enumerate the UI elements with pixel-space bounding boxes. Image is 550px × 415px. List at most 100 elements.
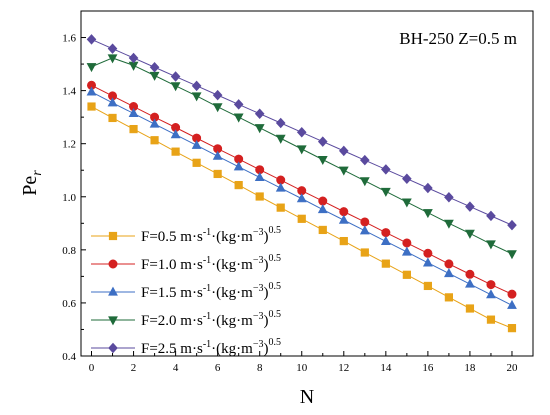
legend-label-3: F=2.0 m·s-1·(kg·m−3)0.5	[141, 309, 281, 329]
series-4-point-1	[107, 43, 118, 54]
series-0-point-12	[339, 236, 348, 246]
series-4-point-2	[128, 52, 139, 64]
series-2-point-14	[380, 235, 391, 245]
series-3-point-15	[401, 198, 412, 208]
x-tick-label-7: 14	[380, 362, 392, 374]
x-tick-label-1: 2	[131, 362, 137, 374]
y-tick-label-3: 1.0	[62, 192, 76, 204]
x-tick-label-8: 16	[422, 362, 434, 374]
series-2-point-16	[422, 257, 433, 267]
legend-label-2: F=1.5 m·s-1·(kg·m−3)0.5	[141, 281, 281, 301]
series-4-point-11	[317, 136, 328, 147]
series-4-point-18	[465, 201, 475, 212]
series-0-point-20	[507, 324, 517, 333]
series-3-point-20	[507, 250, 517, 260]
legend-item-0: F=0.5 m·s-1·(kg·m−3)0.5	[91, 225, 281, 245]
series-3-point-9	[275, 134, 286, 144]
series-0-point-6	[213, 169, 222, 179]
x-axis-title: N	[300, 386, 314, 408]
series-3-point-13	[359, 177, 370, 187]
series-0-point-3	[150, 136, 159, 145]
series-3-point-5	[191, 92, 202, 102]
series-1-point-11	[318, 196, 328, 206]
series-1-point-13	[360, 217, 370, 227]
y-tick-label-4: 1.2	[62, 139, 76, 151]
series-0-point-17	[444, 293, 454, 302]
legend-marker-1	[108, 259, 118, 269]
y-tick-label-6: 1.6	[62, 33, 76, 45]
x-tick-label-9: 18	[464, 362, 476, 374]
series-4-point-7	[233, 99, 244, 110]
series-4-point-3	[149, 62, 160, 73]
series-2-point-15	[401, 246, 412, 256]
series-4-point-17	[444, 192, 454, 203]
series-2-point-7	[233, 161, 244, 171]
series-3-point-11	[317, 156, 328, 166]
series-3-point-4	[170, 82, 181, 92]
series-0-point-9	[276, 203, 285, 212]
series-0-point-1	[108, 113, 117, 123]
legend-item-2: F=1.5 m·s-1·(kg·m−3)0.5	[91, 281, 281, 301]
series-2-point-5	[191, 139, 202, 149]
legend-label-4: F=2.5 m·s-1·(kg·m−3)0.5	[141, 337, 281, 357]
series-3-point-16	[422, 209, 433, 219]
series-2-point-0	[86, 86, 97, 96]
series-0-point-2	[129, 124, 138, 134]
series-3-point-0	[86, 63, 97, 73]
series-3	[86, 54, 517, 260]
series-3-point-19	[486, 240, 496, 250]
series-2-point-4	[170, 129, 181, 139]
series-1-point-20	[507, 289, 517, 299]
x-tick-label-0: 0	[89, 362, 95, 374]
legend-item-3: F=2.0 m·s-1·(kg·m−3)0.5	[91, 309, 281, 329]
series-4-point-15	[402, 173, 412, 184]
series-4-point-0	[86, 34, 97, 45]
series-1-point-16	[423, 248, 433, 258]
series-3-point-8	[254, 124, 265, 134]
series-1-point-19	[486, 280, 496, 290]
series-1-point-17	[444, 259, 454, 269]
x-tick-label-6: 12	[338, 362, 349, 374]
y-tick-label-1: 0.6	[62, 298, 76, 310]
series-2	[86, 86, 517, 309]
series-4-point-10	[296, 127, 307, 138]
axis-ticks	[81, 10, 513, 357]
series-0-point-15	[402, 270, 411, 279]
series-4-point-16	[423, 182, 433, 194]
series-2-point-17	[444, 268, 454, 278]
series-4-point-5	[191, 80, 202, 92]
series-3-point-18	[465, 229, 475, 239]
series-1-point-15	[402, 238, 412, 248]
x-tick-label-10: 20	[506, 362, 518, 374]
series-4-point-6	[212, 89, 223, 101]
series-0-point-8	[255, 192, 264, 201]
series-2-point-13	[359, 225, 370, 235]
x-tick-labels: 0 2 4 6 8 10 12 14 16 18 20	[89, 362, 518, 374]
series-3-point-1	[107, 54, 118, 64]
legend: F=0.5 m·s-1·(kg·m−3)0.5 F=1.0 m·s-1·(kg·m…	[91, 225, 281, 357]
x-tick-label-2: 4	[173, 362, 179, 374]
series-0-point-14	[381, 259, 390, 268]
series-4-point-8	[254, 108, 265, 119]
series-3-point-17	[444, 219, 454, 229]
series-0-point-11	[318, 225, 327, 235]
series-4-point-4	[170, 71, 181, 82]
y-tick-label-2: 0.8	[62, 245, 76, 257]
legend-label-1: F=1.0 m·s-1·(kg·m−3)0.5	[141, 253, 281, 273]
legend-marker-2	[108, 286, 118, 296]
series-0-point-18	[465, 304, 475, 313]
series-4-point-9	[275, 117, 286, 129]
series-1-point-18	[465, 269, 475, 279]
series-2-point-12	[338, 214, 349, 224]
series-4	[86, 34, 517, 231]
series-0-point-16	[423, 281, 432, 291]
legend-label-0: F=0.5 m·s-1·(kg·m−3)0.5	[141, 225, 281, 245]
y-tick-label-0: 0.4	[62, 351, 76, 363]
x-tick-label-4: 8	[257, 362, 263, 374]
annotation-label: BH-250 Z=0.5 m	[399, 29, 517, 48]
series-1-point-14	[381, 228, 391, 238]
series-2-point-18	[465, 278, 475, 288]
y-axis-title-sub: r	[30, 170, 45, 176]
y-axis-title: Per	[19, 170, 45, 196]
series-0-point-5	[192, 158, 201, 167]
